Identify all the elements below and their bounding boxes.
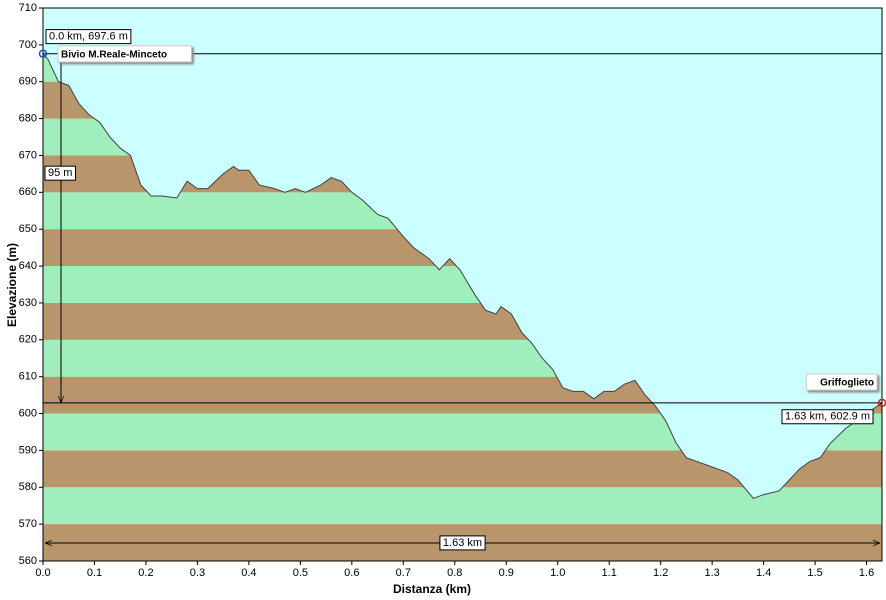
y-tick-label: 700 bbox=[19, 39, 37, 51]
x-tick-label: 0.9 bbox=[499, 567, 514, 579]
y-tick-label: 560 bbox=[19, 555, 37, 567]
x-tick-label: 0.6 bbox=[344, 567, 359, 579]
x-tick-label: 1.3 bbox=[704, 567, 719, 579]
end-label: Griffoglieto bbox=[820, 377, 874, 388]
end-label-box bbox=[805, 373, 878, 391]
x-tick-label: 0.0 bbox=[35, 567, 50, 579]
start-marker bbox=[38, 49, 48, 58]
y-tick-label: 640 bbox=[19, 260, 37, 272]
elevation-band bbox=[43, 487, 882, 525]
y-tick-label: 620 bbox=[19, 334, 37, 346]
x-tick-label: 1.0 bbox=[550, 567, 565, 579]
y-axis-title: Elevazione (m) bbox=[5, 243, 19, 327]
start-label-box bbox=[57, 45, 192, 63]
y-tick-label: 650 bbox=[19, 223, 37, 235]
x-tick-label: 0.2 bbox=[138, 567, 153, 579]
y-tick-label: 690 bbox=[19, 76, 37, 88]
x-tick-label: 0.4 bbox=[241, 567, 256, 579]
y-tick-label: 680 bbox=[19, 113, 37, 125]
x-tick-label: 0.1 bbox=[87, 567, 102, 579]
y-tick-label: 570 bbox=[19, 518, 37, 530]
x-tick-label: 1.1 bbox=[602, 567, 617, 579]
y-tick-label: 670 bbox=[19, 149, 37, 161]
y-tick-label: 600 bbox=[19, 407, 37, 419]
end-readout-box bbox=[781, 409, 874, 425]
start-readout-box bbox=[45, 29, 132, 45]
start-readout: 0.0 km, 697.6 m bbox=[49, 31, 128, 43]
x-tick-label: 1.4 bbox=[756, 567, 771, 579]
distance-label-box bbox=[439, 535, 486, 551]
x-tick-label: 1.6 bbox=[859, 567, 874, 579]
start-label: Bivio M.Reale-Minceto bbox=[61, 49, 167, 60]
x-tick-label: 0.5 bbox=[293, 567, 308, 579]
y-tick-label: 580 bbox=[19, 481, 37, 493]
x-tick-label: 0.7 bbox=[396, 567, 411, 579]
x-tick-label: 1.5 bbox=[807, 567, 822, 579]
x-tick-label: 0.8 bbox=[447, 567, 462, 579]
y-tick-label: 610 bbox=[19, 371, 37, 383]
y-tick-label: 630 bbox=[19, 297, 37, 309]
rise-label-box bbox=[44, 165, 76, 181]
distance-label: 1.63 km bbox=[443, 537, 482, 549]
y-tick-label: 710 bbox=[19, 2, 37, 14]
end-readout: 1.63 km, 602.9 m bbox=[785, 411, 870, 423]
profile-line bbox=[42, 53, 883, 499]
plot-frame bbox=[42, 7, 883, 562]
x-tick-label: 1.2 bbox=[653, 567, 668, 579]
rise-label: 95 m bbox=[48, 167, 72, 179]
x-axis-title: Distanza (km) bbox=[393, 582, 471, 596]
y-tick-label: 660 bbox=[19, 186, 37, 198]
y-tick-label: 590 bbox=[19, 444, 37, 456]
x-tick-label: 0.3 bbox=[190, 567, 205, 579]
